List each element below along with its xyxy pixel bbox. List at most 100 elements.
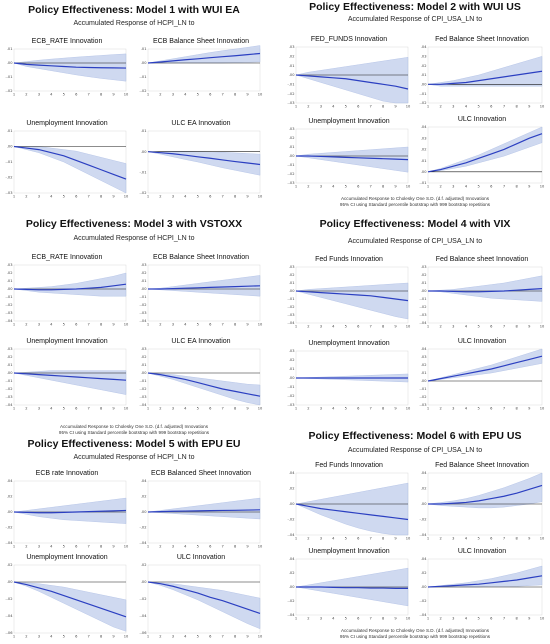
plot-title: ULC Innovation — [457, 548, 507, 555]
plot-title: ECB_RATE Innovation — [31, 254, 103, 261]
response-line — [296, 155, 409, 161]
irf-chart: .04 .02 .00 -.02 -.041 2 3 4 5 6 7 8 9 10 — [419, 471, 545, 541]
y-tick-label: .02 — [141, 355, 147, 359]
irf-chart: .01 .00 -.01 -.021 2 3 4 5 6 7 8 9 10 — [5, 47, 129, 97]
y-tick-label: -.01 — [287, 163, 294, 167]
y-tick-label: .04 — [421, 45, 427, 49]
x-tick-label: 7 — [503, 185, 505, 189]
y-tick-label: .00 — [421, 585, 427, 589]
plot-frame — [427, 126, 543, 184]
x-tick-label: 6 — [490, 407, 493, 411]
x-tick-label: 7 — [370, 325, 372, 329]
y-tick-label: -.03 — [419, 403, 426, 407]
irf-chart: .03 .02 .01 .00 -.01 -.02 -.03 -.041 2 3 4 5 6 7 8 9 10 — [419, 265, 545, 329]
y-tick-label: -.01 — [5, 379, 12, 383]
x-tick-label: 1 — [295, 185, 297, 189]
y-tick-label: .00 — [421, 289, 427, 293]
y-tick-label: -.02 — [5, 526, 12, 530]
irf-chart: .04 .02 .00 -.02 -.041 2 3 4 5 6 7 8 9 10 — [287, 557, 411, 620]
x-tick-label: 10 — [258, 93, 263, 97]
confidence-band — [13, 146, 127, 194]
x-tick-label: 3 — [320, 537, 322, 541]
confidence-band — [13, 272, 127, 297]
y-tick-label: .01 — [421, 73, 427, 77]
plot-unemployment: Unemployment Innovation .03 .02 .01 .00 -.01… — [286, 340, 412, 412]
irf-chart: .01 .00 -.01 -.021 2 3 4 5 6 7 8 9 10 — [139, 129, 263, 199]
x-tick-label: 10 — [258, 545, 263, 549]
y-tick-label: -.02 — [419, 101, 426, 105]
x-tick-label: 8 — [100, 545, 103, 549]
plot-title: ULC Innovation — [176, 554, 226, 561]
x-tick-label: 1 — [427, 105, 429, 109]
y-tick-label: .01 — [7, 129, 13, 133]
x-tick-label: 9 — [112, 93, 115, 97]
y-tick-label: .03 — [421, 136, 427, 140]
plot-title: ECB_RATE Innovation — [31, 38, 103, 45]
response-line — [13, 62, 127, 69]
y-tick-label: -.02 — [139, 387, 146, 391]
x-tick-label: 7 — [503, 325, 505, 329]
y-tick-label: -.04 — [287, 321, 295, 325]
x-tick-label: 10 — [406, 537, 411, 541]
irf-chart: .04 .02 .00 -.02 -.041 2 3 4 5 6 7 8 9 10 — [419, 557, 545, 620]
x-tick-label: 5 — [197, 93, 199, 97]
y-tick-label: .00 — [289, 289, 295, 293]
response-line — [13, 283, 127, 291]
irf-chart: .04 .03 .02 .01 .00 -.011 2 3 4 5 6 7 8 9 10 — [419, 125, 545, 189]
y-tick-label: -.01 — [139, 75, 146, 79]
x-tick-label: 4 — [50, 407, 53, 411]
y-tick-label: -.06 — [139, 631, 147, 635]
x-tick-label: 3 — [320, 325, 322, 329]
plot-ulc-ea: ULC EA Innovation .01 .00 -.01 -.02 1 2 3 4 5 6 7 8… — [138, 120, 264, 200]
x-tick-label: 5 — [197, 545, 199, 549]
y-tick-label: -.01 — [419, 387, 426, 391]
x-tick-label: 10 — [540, 105, 545, 109]
x-tick-label: 1 — [295, 105, 297, 109]
x-tick-label: 6 — [209, 195, 212, 199]
plot-title: Unemployment Innovation — [26, 554, 108, 561]
y-tick-label: -.04 — [5, 319, 13, 323]
x-tick-label: 9 — [394, 537, 397, 541]
x-tick-label: 4 — [465, 407, 468, 411]
x-tick-label: 2 — [25, 323, 27, 327]
plot-title: ECB Balance Sheet Innovation — [152, 254, 250, 261]
y-tick-label: .01 — [421, 371, 427, 375]
x-tick-label: 3 — [38, 323, 40, 327]
y-tick-label: .00 — [289, 376, 295, 380]
y-tick-label: .00 — [141, 287, 147, 291]
y-tick-label: -.02 — [139, 191, 146, 195]
x-tick-label: 7 — [222, 635, 224, 639]
y-tick-label: .00 — [141, 150, 147, 154]
x-tick-label: 5 — [197, 195, 199, 199]
response-line — [13, 145, 127, 180]
x-tick-label: 8 — [100, 407, 103, 411]
y-tick-label: -.04 — [419, 613, 427, 617]
response-line — [147, 151, 261, 166]
x-tick-label: 3 — [172, 323, 174, 327]
confidence-band — [295, 146, 409, 173]
panel-footer: Accumulated Response to Cholesky One S.D… — [280, 628, 550, 640]
x-tick-label: 8 — [516, 537, 519, 541]
x-tick-label: 6 — [75, 93, 78, 97]
y-tick-label: .04 — [421, 557, 427, 561]
x-tick-label: 8 — [234, 323, 237, 327]
x-tick-label: 6 — [357, 407, 360, 411]
x-tick-label: 2 — [25, 545, 27, 549]
y-tick-label: .01 — [421, 281, 427, 285]
panel-model-5: Accumulated Response to Cholesky One S.D… — [0, 424, 268, 643]
irf-chart: .03 .02 .01 .00 -.01 -.02 -.03 -.041 2 3 4 5 6 7 8 9 10 — [5, 263, 129, 327]
y-tick-label: .01 — [141, 47, 147, 51]
x-tick-label: 1 — [427, 185, 429, 189]
x-tick-label: 9 — [528, 105, 531, 109]
x-tick-label: 3 — [172, 545, 174, 549]
plot-title: ULC Innovation — [457, 338, 507, 345]
y-tick-label: -.03 — [287, 403, 294, 407]
y-tick-label: -.03 — [287, 101, 294, 105]
x-tick-label: 7 — [503, 105, 505, 109]
x-tick-label: 1 — [13, 407, 15, 411]
x-tick-label: 8 — [234, 545, 237, 549]
x-tick-label: 10 — [540, 185, 545, 189]
y-tick-label: -.01 — [139, 379, 146, 383]
x-tick-label: 1 — [147, 407, 149, 411]
plot-ulc: ULC Innovation .04 .03 .02 .01 .00 -.01 -.02 -.… — [418, 338, 546, 412]
